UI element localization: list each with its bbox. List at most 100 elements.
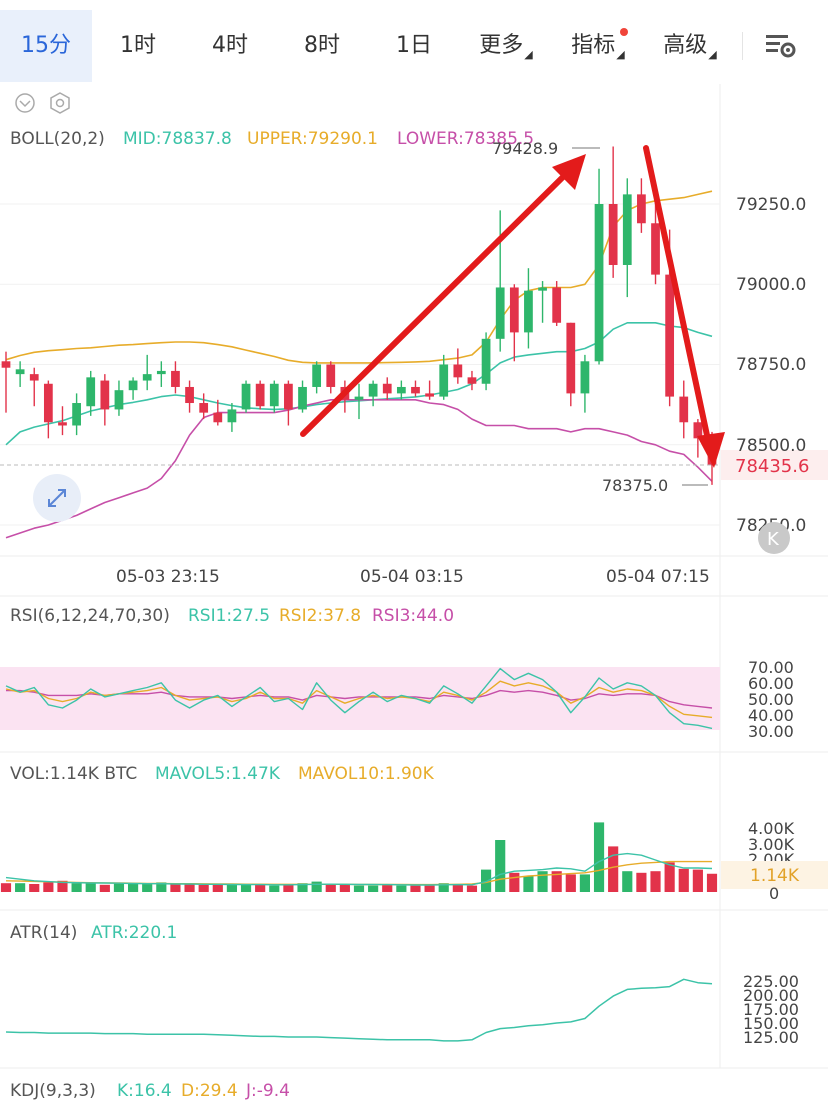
volume-bar xyxy=(509,872,520,892)
boll-lower-line xyxy=(5,398,713,539)
volume-bar xyxy=(339,884,350,892)
candle-body xyxy=(284,383,293,410)
candle-body xyxy=(453,364,463,378)
volume-bar xyxy=(43,882,54,892)
volume-bar xyxy=(297,883,308,892)
candle-body xyxy=(552,287,562,323)
candle-body xyxy=(411,386,420,394)
volume-bar xyxy=(269,885,280,892)
mavol5-value: MAVOL5:1.47K xyxy=(155,764,281,784)
expand-chart-button[interactable] xyxy=(33,474,81,522)
candle-body xyxy=(241,383,251,410)
collapse-icon[interactable] xyxy=(15,93,35,113)
tab-4h[interactable]: 4时 xyxy=(212,33,248,58)
k-logo-icon[interactable]: K xyxy=(758,522,790,554)
volume-bar xyxy=(650,871,661,892)
candle-body xyxy=(29,374,39,381)
kdj-title: KDJ(9,3,3) xyxy=(10,1081,96,1101)
volume-bar xyxy=(240,884,252,892)
candle-body xyxy=(255,383,265,407)
y-tick-label: 79250.0 xyxy=(736,195,806,215)
more-dropdown[interactable]: 更多◢ xyxy=(460,10,552,82)
tab-1d[interactable]: 1日 xyxy=(396,33,432,58)
candle-body xyxy=(156,370,166,375)
atr-title: ATR(14) xyxy=(10,923,77,943)
settings-gear-icon[interactable] xyxy=(50,92,70,114)
candle-body xyxy=(509,287,519,333)
atr-value: ATR:220.1 xyxy=(91,923,177,943)
indicators-label: 指标 xyxy=(571,33,616,58)
volume-bar xyxy=(127,884,139,892)
candle-body xyxy=(396,386,406,394)
volume-bars xyxy=(0,822,718,892)
volume-bar xyxy=(142,884,153,892)
volume-bar xyxy=(29,884,40,892)
volume-bar xyxy=(396,885,407,892)
boll-title: BOLL(20,2) xyxy=(10,129,105,149)
advanced-dropdown[interactable]: 高级◢ xyxy=(644,10,736,82)
volume-bar xyxy=(113,883,125,892)
volume-bar xyxy=(706,873,718,892)
candle-body xyxy=(439,364,449,397)
vol-current-label: 1.14K xyxy=(750,866,800,886)
volume-bar xyxy=(636,872,647,892)
candle-body xyxy=(481,338,491,384)
mavol10-value: MAVOL10:1.90K xyxy=(298,764,435,784)
notification-dot xyxy=(620,28,628,36)
candle-body xyxy=(43,383,53,423)
atr-tick-label: 200.00 xyxy=(743,986,799,1005)
rsi3-value: RSI3:44.0 xyxy=(372,606,454,626)
rsi1-line xyxy=(5,667,713,730)
rsi-title: RSI(6,12,24,70,30) xyxy=(10,606,170,626)
candle-body xyxy=(368,383,378,397)
volume-bar xyxy=(410,885,421,892)
volume-bar xyxy=(156,882,167,892)
candlesticks xyxy=(1,146,717,485)
candle-body xyxy=(425,393,434,397)
candle-body xyxy=(594,204,604,362)
rsi-tick-label: 50.00 xyxy=(748,690,794,709)
candle-body xyxy=(298,386,307,410)
candle-body xyxy=(467,377,477,384)
vol-current-tag xyxy=(721,861,828,889)
toolbar-divider xyxy=(742,32,743,60)
x-tick-label: 05-04 07:15 xyxy=(606,567,710,587)
candle-body xyxy=(199,403,209,413)
high-price-label: 79428.9 xyxy=(492,139,558,158)
candle-body xyxy=(495,287,505,339)
candle-body xyxy=(651,223,660,275)
chart-settings-icon[interactable] xyxy=(762,30,802,62)
boll-lower-value: LOWER:78385.5 xyxy=(397,129,534,149)
advanced-label: 高级 xyxy=(663,33,708,58)
candle-body xyxy=(608,204,618,265)
volume-bar xyxy=(495,840,506,892)
kdj-j-value: J:-9.4 xyxy=(245,1081,290,1101)
candle-body xyxy=(637,194,646,224)
indicators-dropdown[interactable]: 指标◢ xyxy=(552,10,644,82)
mavol5-line xyxy=(5,852,713,886)
boll-upper-line xyxy=(5,190,713,364)
volume-bar xyxy=(99,884,110,892)
volume-bar xyxy=(85,883,96,892)
candle-body xyxy=(566,322,576,394)
more-label: 更多 xyxy=(479,33,524,58)
x-tick-label: 05-03 23:15 xyxy=(116,567,220,587)
tab-1h[interactable]: 1时 xyxy=(120,33,156,58)
atr-line xyxy=(5,978,713,1042)
vol-title: VOL:1.14K BTC xyxy=(10,764,137,784)
rsi-tick-label: 30.00 xyxy=(748,722,794,741)
atr-tick-label: 175.00 xyxy=(743,1000,799,1019)
volume-bar xyxy=(452,884,463,892)
period-toolbar: 15分 1时 4时 8时 1日 更多◢ 指标◢ 高级◢ xyxy=(0,10,828,82)
x-tick-label: 05-04 03:15 xyxy=(360,567,464,587)
volume-bar xyxy=(255,884,266,892)
volume-bar xyxy=(466,885,478,892)
vol-tick-label: 0 xyxy=(769,884,779,903)
candle-body xyxy=(114,390,124,410)
tab-8h[interactable]: 8时 xyxy=(304,33,340,58)
volume-bar xyxy=(198,884,209,892)
candle-body xyxy=(382,383,392,394)
tab-15m[interactable]: 15分 xyxy=(0,10,92,82)
candle-body xyxy=(171,370,180,387)
